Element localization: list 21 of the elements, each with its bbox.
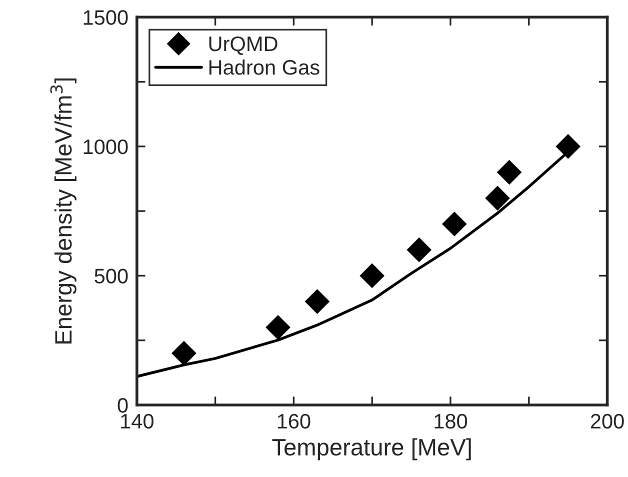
point	[304, 289, 330, 314]
point	[496, 160, 522, 185]
y-axis-title: Energy density [MeV/fm$^{3}$]	[50, 78, 76, 344]
y-tick-label: 500	[94, 268, 128, 284]
legend-label: UrQMD	[209, 36, 278, 55]
x-tick-label: 140	[121, 414, 154, 429]
point	[485, 186, 510, 211]
y-tick-label: 1000	[84, 139, 128, 154]
point	[442, 212, 467, 236]
x-tick-label: 200	[590, 414, 624, 429]
legend-label: Hadron Gas	[209, 60, 320, 75]
point	[406, 237, 432, 262]
x-tick-label: 160	[278, 414, 310, 429]
point	[172, 340, 196, 366]
y-tick-label: 1500	[84, 10, 128, 25]
x-tick-label: 180	[434, 414, 468, 429]
point	[556, 134, 580, 159]
x-axis-title: Temperature [MeV]	[272, 438, 471, 460]
y-tick-label: 0	[118, 398, 128, 413]
point	[360, 263, 385, 288]
point	[266, 314, 290, 340]
